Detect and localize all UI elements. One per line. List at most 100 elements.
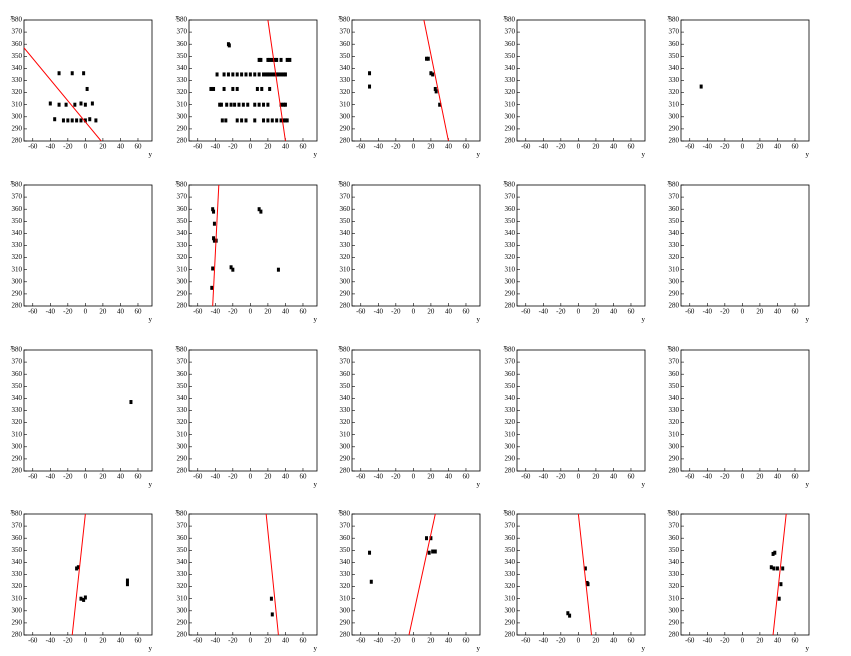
y-tick-label: 330	[669, 76, 680, 84]
plot-frame	[23, 349, 153, 472]
hit-point	[259, 57, 263, 62]
x-tick-label: 20	[264, 473, 272, 481]
y-tick-label: 330	[177, 570, 188, 578]
x-tick-label: 40	[445, 308, 453, 316]
y-tick-label: 310	[177, 265, 188, 273]
x-tick-label: -20	[228, 308, 238, 316]
x-tick-label: -60	[521, 143, 531, 151]
hit-point	[231, 86, 235, 91]
y-tick-label: 370	[669, 193, 680, 201]
y-tick-label: 360	[669, 40, 680, 48]
y-tick-label: 380	[177, 510, 188, 518]
x-tick-label: -20	[391, 308, 401, 316]
x-tick-label: -20	[720, 308, 730, 316]
x-tick-label: 60	[134, 637, 142, 645]
y-tick-label: 360	[12, 534, 23, 542]
panel: -60 -40 -20 0 20 40 60 280 290 300 310 320 330 340 350…	[175, 508, 317, 653]
y-tick-label: 370	[340, 358, 351, 366]
plot-frame	[351, 349, 481, 472]
y-axis-title: x	[667, 344, 671, 352]
y-tick-label: 330	[669, 241, 680, 249]
hit-point	[82, 597, 86, 602]
y-tick-label: 300	[669, 442, 680, 450]
y-tick-label: 340	[340, 229, 351, 237]
x-tick-label: 60	[627, 637, 635, 645]
hit-point	[70, 118, 74, 123]
hit-point	[268, 86, 272, 91]
y-tick-label: 340	[505, 394, 516, 402]
y-tick-label: 290	[340, 290, 351, 298]
y-tick-label: 340	[177, 64, 188, 72]
y-tick-label: 300	[340, 277, 351, 285]
y-tick-label: 360	[340, 534, 351, 542]
plot-area	[368, 514, 437, 635]
y-tick-label: 310	[12, 430, 23, 438]
plot-frame	[351, 513, 481, 636]
y-tick-label: 280	[669, 467, 680, 475]
x-tick-label: 0	[249, 473, 253, 481]
y-tick-label: 350	[505, 382, 516, 390]
x-tick-label: -40	[46, 143, 56, 151]
hit-point	[275, 118, 279, 123]
hit-point	[233, 102, 237, 107]
x-tick-label: 20	[427, 473, 435, 481]
hit-point	[586, 582, 590, 587]
x-tick-label: 0	[249, 308, 253, 316]
y-tick-label: 310	[340, 100, 351, 108]
y-tick-label: 280	[505, 467, 516, 475]
y-tick-label: 290	[505, 290, 516, 298]
hit-point	[231, 72, 235, 77]
hit-point	[222, 72, 226, 77]
hit-point	[269, 596, 273, 601]
hit-point	[262, 102, 266, 107]
y-tick-label: 310	[340, 594, 351, 602]
hit-point	[279, 57, 283, 62]
hit-point	[253, 118, 257, 123]
hit-point	[82, 71, 86, 76]
x-tick-label: 60	[462, 143, 470, 151]
hit-point	[273, 57, 277, 62]
x-tick-label: 60	[299, 143, 307, 151]
x-tick-label: -60	[193, 473, 203, 481]
x-tick-label: 0	[577, 143, 581, 151]
x-tick-label: -60	[193, 143, 203, 151]
hit-point	[79, 118, 83, 123]
y-tick-label: 290	[669, 125, 680, 133]
hit-point	[429, 536, 433, 541]
hit-point	[279, 118, 283, 123]
y-tick-label: 290	[177, 455, 188, 463]
hit-point	[125, 578, 129, 583]
y-tick-label: 360	[177, 205, 188, 213]
x-tick-label: 20	[99, 637, 107, 645]
plot-frame	[23, 184, 153, 307]
y-tick-label: 290	[340, 455, 351, 463]
x-tick-label: -40	[703, 637, 713, 645]
y-tick-label: 320	[340, 582, 351, 590]
x-tick-label: -40	[46, 637, 56, 645]
y-tick-label: 330	[505, 241, 516, 249]
plot-area	[129, 400, 133, 405]
y-tick-label: 280	[669, 631, 680, 639]
hit-point	[219, 102, 223, 107]
plot-frame	[680, 184, 810, 307]
x-tick-label: -40	[703, 473, 713, 481]
y-tick-label: 340	[177, 558, 188, 566]
y-axis-title: x	[667, 508, 671, 516]
x-tick-label: 20	[264, 637, 272, 645]
x-tick-label: -40	[211, 308, 221, 316]
plot-frame	[516, 513, 646, 636]
x-tick-label: 40	[774, 143, 782, 151]
hit-point	[275, 57, 279, 62]
y-tick-label: 370	[340, 28, 351, 36]
hit-point	[83, 118, 87, 123]
x-axis-title: y	[477, 316, 481, 324]
x-tick-label: 40	[117, 473, 125, 481]
y-tick-label: 330	[177, 241, 188, 249]
hit-point	[771, 551, 775, 556]
hit-point	[273, 72, 277, 77]
x-tick-label: 20	[756, 473, 764, 481]
x-tick-label: -60	[685, 473, 695, 481]
x-tick-label: -60	[685, 637, 695, 645]
x-tick-label: -60	[521, 308, 531, 316]
